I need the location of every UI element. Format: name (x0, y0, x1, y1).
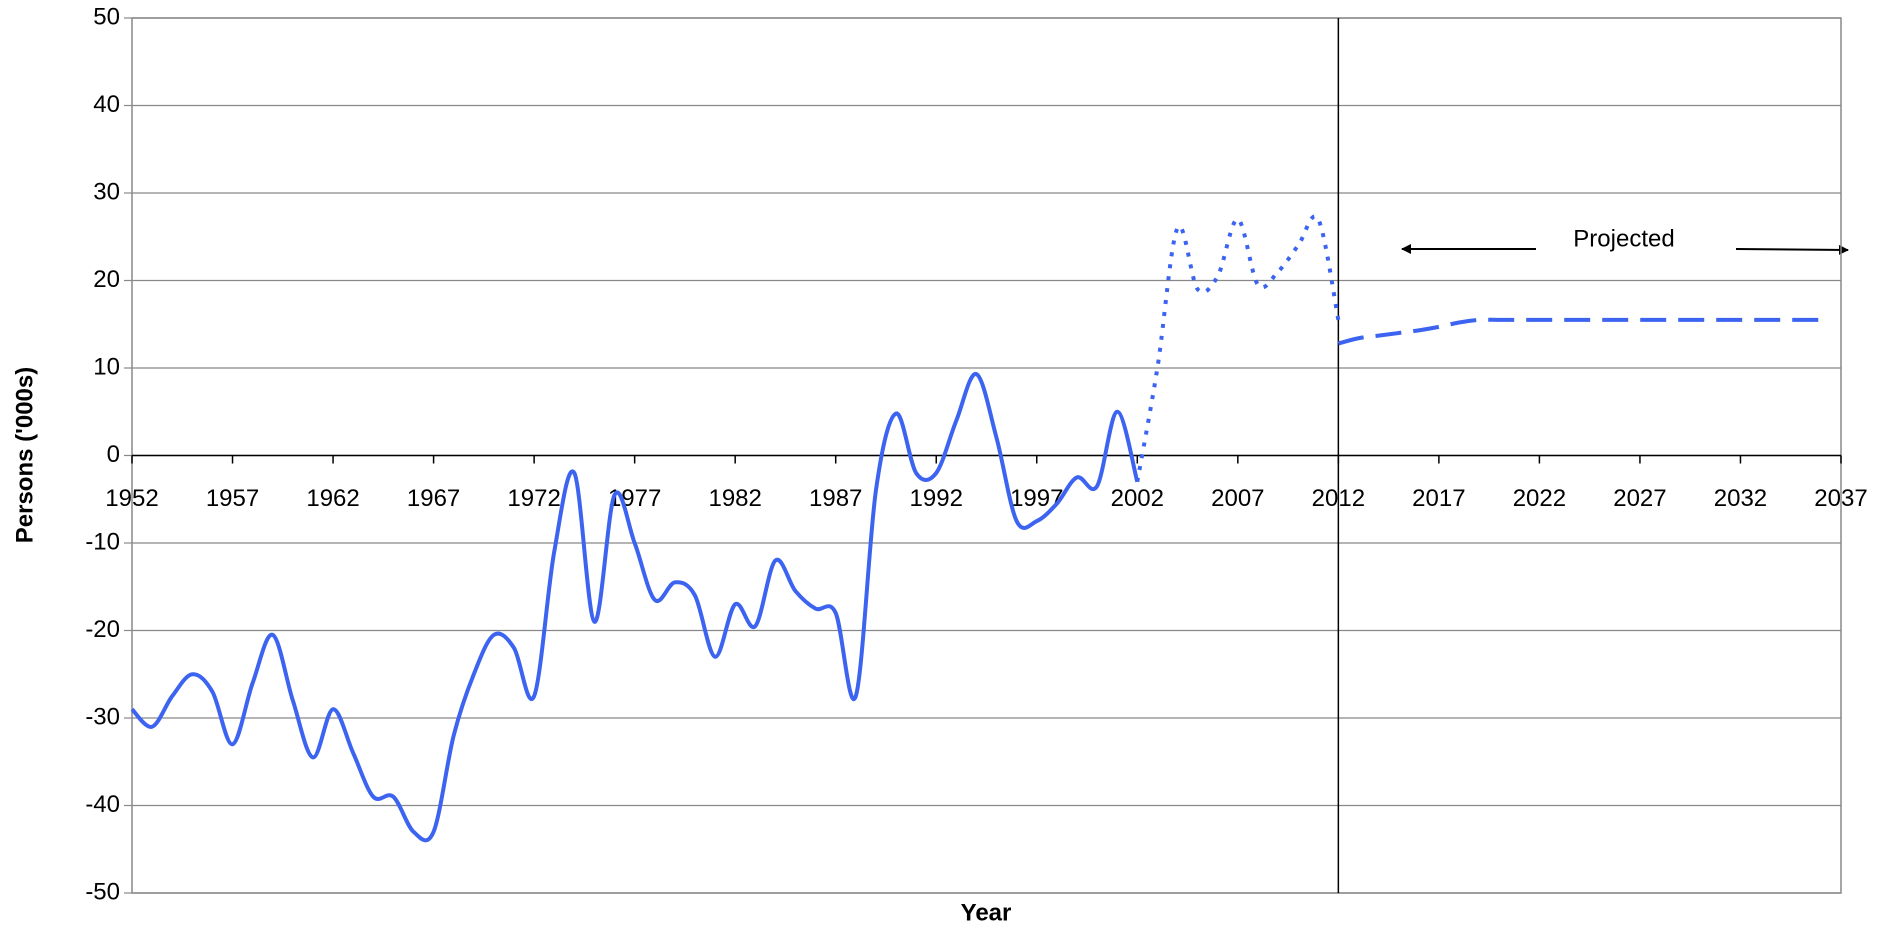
x-tick-label: 2032 (1714, 485, 1767, 512)
x-tick-label: 2007 (1211, 485, 1264, 512)
x-tick-label: 2002 (1111, 485, 1164, 512)
annotation: Projected (1573, 225, 1674, 252)
x-tick-label: 1992 (910, 485, 963, 512)
x-axis-label: Year (961, 899, 1012, 926)
data-line (1337, 317, 1821, 346)
y-tick-label: 10 (93, 353, 120, 380)
y-tick-label: -40 (85, 791, 120, 818)
x-tick-label: 1967 (407, 485, 460, 512)
y-tick-label: 40 (93, 91, 120, 118)
x-tick-label: 2017 (1412, 485, 1465, 512)
x-tick-label: 1962 (306, 485, 359, 512)
x-tick-label: 2027 (1613, 485, 1666, 512)
x-tick-label: 2022 (1513, 485, 1566, 512)
x-tick-label: 1972 (507, 485, 560, 512)
data-line (130, 372, 1140, 843)
x-tick-label: 2037 (1814, 485, 1867, 512)
y-tick-label: 30 (93, 178, 120, 205)
y-tick-label: -30 (85, 703, 120, 730)
x-tick-label: 1987 (809, 485, 862, 512)
x-tick-label: 1982 (708, 485, 761, 512)
y-axis-label: Persons ('000s) (11, 367, 38, 543)
y-tick-label: 0 (107, 441, 120, 468)
y-tick-label: 50 (93, 3, 120, 30)
data-line (1135, 214, 1341, 483)
arrow (1735, 244, 1849, 255)
x-tick-label: 1952 (105, 485, 158, 512)
x-tick-label: 1977 (608, 485, 661, 512)
y-tick-label: -20 (85, 616, 120, 643)
x-tick-label: 1957 (206, 485, 259, 512)
y-tick-label: -50 (85, 878, 120, 905)
y-tick-label: -10 (85, 528, 120, 555)
y-tick-label: 20 (93, 266, 120, 293)
